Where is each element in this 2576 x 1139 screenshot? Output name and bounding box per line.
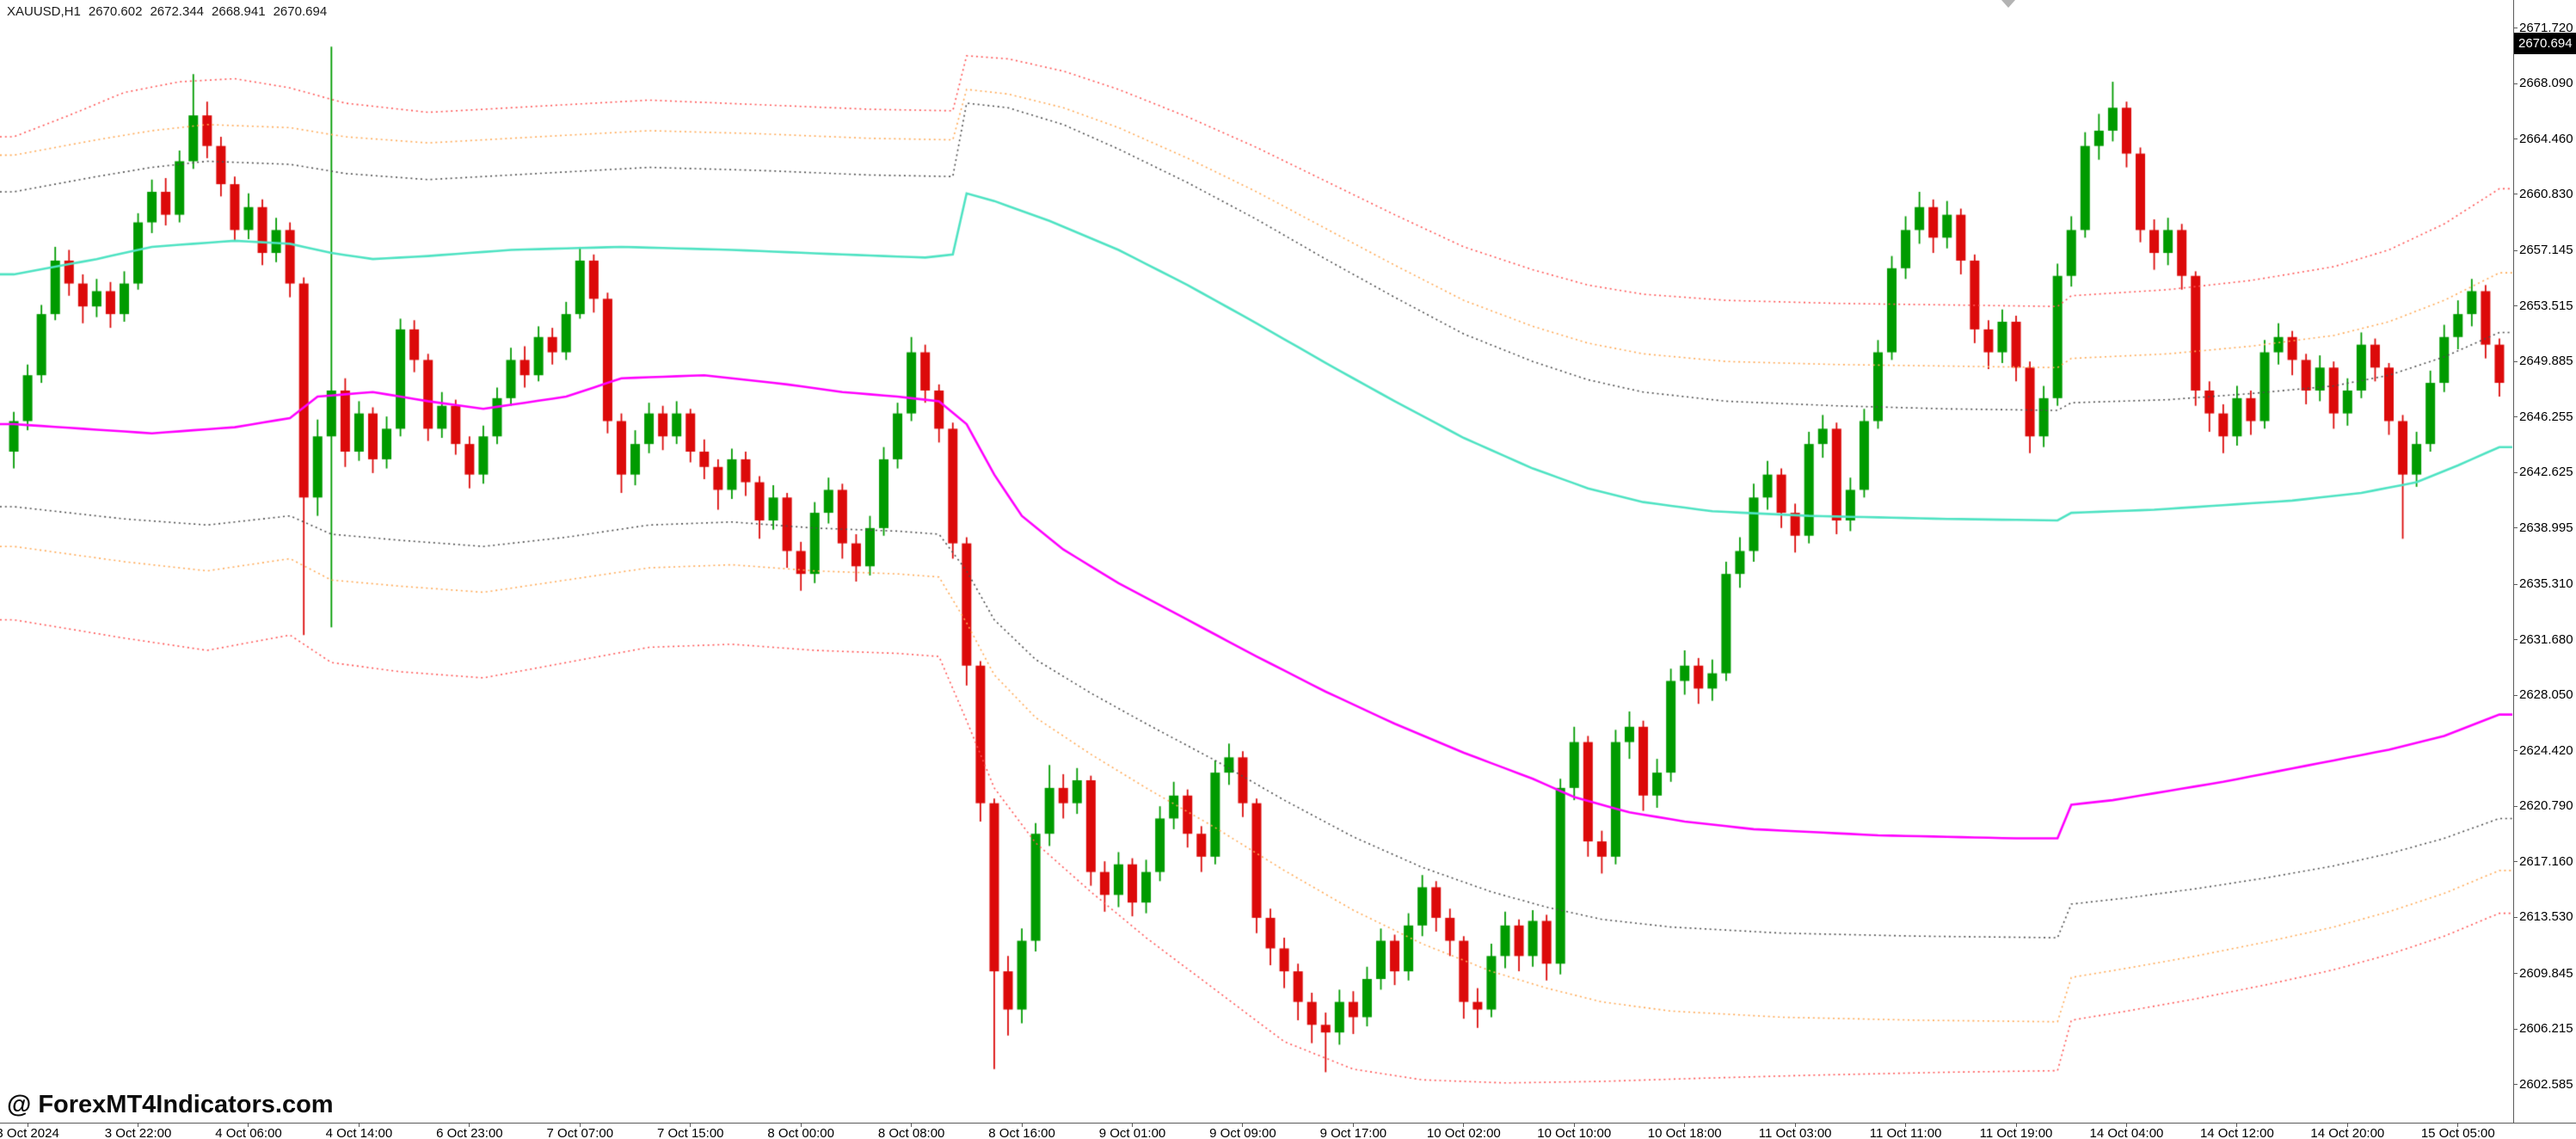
price-axis-label: 2635.310: [2519, 576, 2573, 592]
time-axis-label: 10 Oct 10:00: [1537, 1126, 1612, 1139]
price-axis-label: 2602.585: [2519, 1076, 2573, 1092]
time-axis-label: 10 Oct 18:00: [1647, 1126, 1722, 1139]
time-axis-label: 11 Oct 03:00: [1758, 1126, 1832, 1139]
ohlc-high-value: 2672.344: [150, 4, 205, 19]
time-axis-tick: [1684, 1124, 1685, 1127]
time-axis-label: 6 Oct 23:00: [436, 1126, 503, 1139]
time-axis-label: 14 Oct 04:00: [2089, 1126, 2164, 1139]
price-axis-tick: [2514, 1029, 2518, 1030]
time-axis-label: 9 Oct 17:00: [1319, 1126, 1387, 1139]
time-axis-label: 11 Oct 19:00: [1979, 1126, 2053, 1139]
time-axis-tick: [1242, 1124, 1243, 1127]
price-axis-tick: [2514, 527, 2518, 528]
price-axis-tick: [2514, 361, 2518, 362]
time-axis[interactable]: 3 Oct 2024 3 Oct 22:00 4 Oct 06:00 4 Oct 14…: [0, 1124, 2576, 1139]
time-axis-label: 7 Oct 07:00: [546, 1126, 614, 1139]
symbol-period-label: XAUUSD,H1: [7, 4, 81, 19]
time-axis-label: 11 Oct 11:00: [1869, 1126, 1942, 1139]
time-axis-tick: [1132, 1124, 1133, 1127]
chart-shift-triangle-icon: [2001, 0, 2015, 8]
price-axis-label: 2664.460: [2519, 131, 2573, 146]
price-axis-label: 2642.625: [2519, 465, 2573, 480]
time-axis-label: 8 Oct 16:00: [988, 1126, 1055, 1139]
time-axis-tick: [2016, 1124, 2017, 1127]
price-axis-tick: [2514, 584, 2518, 585]
ohlc-close-value: 2670.694: [273, 4, 328, 19]
time-axis-tick: [2347, 1124, 2348, 1127]
price-axis-label: 2613.530: [2519, 909, 2573, 925]
price-axis-tick: [2514, 750, 2518, 751]
price-axis-tick: [2514, 917, 2518, 918]
watermark: @ ForexMT4Indicators.com: [7, 1091, 334, 1118]
price-axis-tick: [2514, 973, 2518, 974]
price-axis-separator: [2513, 0, 2514, 1124]
candlestick-chart-canvas[interactable]: [0, 0, 2513, 1123]
price-axis-label: 2653.515: [2519, 298, 2573, 313]
time-axis-tick: [1905, 1124, 1906, 1127]
time-axis-tick: [2236, 1124, 2237, 1127]
price-axis-label: 2668.090: [2519, 76, 2573, 90]
time-axis-tick: [580, 1124, 581, 1127]
price-axis-label: 2624.420: [2519, 742, 2573, 758]
time-axis-label: 3 Oct 2024: [0, 1126, 59, 1139]
price-axis-label: 2657.145: [2519, 243, 2573, 258]
ohlc-open-value: 2670.602: [88, 4, 143, 19]
price-axis-tick: [2514, 806, 2518, 807]
time-axis-tick: [1463, 1124, 1464, 1127]
time-axis-label: 10 Oct 02:00: [1426, 1126, 1501, 1139]
price-axis-label: 2617.160: [2519, 853, 2573, 869]
price-axis-tick: [2514, 861, 2518, 862]
time-axis-label: 7 Oct 15:00: [656, 1126, 724, 1139]
time-axis-label: 9 Oct 01:00: [1098, 1126, 1166, 1139]
price-axis[interactable]: 2671.720 2668.090 2664.460 2660.830 2657.145…: [2514, 0, 2576, 1123]
time-axis-label: 14 Oct 12:00: [2199, 1126, 2274, 1139]
price-axis-tick: [2514, 83, 2518, 84]
time-axis-label: 15 Oct 05:00: [2420, 1126, 2495, 1139]
time-axis-label: 8 Oct 08:00: [877, 1126, 945, 1139]
time-axis-tick: [1353, 1124, 1354, 1127]
time-axis-label: 3 Oct 22:00: [104, 1126, 172, 1139]
time-axis-tick: [801, 1124, 802, 1127]
current-price-tag: 2670.694: [2514, 33, 2576, 54]
price-axis-label: 2631.680: [2519, 631, 2573, 647]
time-axis-tick: [911, 1124, 912, 1127]
time-axis-tick: [248, 1124, 249, 1127]
time-axis-label: 9 Oct 09:00: [1209, 1126, 1276, 1139]
time-axis-separator: [0, 1123, 2576, 1124]
chart-title-ohlc: XAUUSD,H1 2670.602 2672.344 2668.941 2670.69…: [7, 4, 335, 19]
price-axis-label: 2649.885: [2519, 354, 2573, 369]
time-axis-tick: [469, 1124, 470, 1127]
price-axis-label: 2609.845: [2519, 965, 2573, 981]
price-axis-tick: [2514, 305, 2518, 306]
price-axis-tick: [2514, 695, 2518, 696]
price-axis-label: 2620.790: [2519, 798, 2573, 814]
time-axis-tick: [359, 1124, 360, 1127]
time-axis-tick: [2126, 1124, 2127, 1127]
time-axis-tick: [2457, 1124, 2458, 1127]
price-axis-tick: [2514, 1084, 2518, 1085]
time-axis-tick: [1795, 1124, 1796, 1127]
time-axis-tick: [690, 1124, 691, 1127]
price-axis-tick: [2514, 250, 2518, 251]
time-axis-label: 8 Oct 00:00: [767, 1126, 834, 1139]
price-axis-label: 2638.995: [2519, 520, 2573, 535]
ohlc-low-value: 2668.941: [212, 4, 266, 19]
time-axis-tick: [1574, 1124, 1575, 1127]
price-axis-label: 2628.050: [2519, 687, 2573, 703]
time-axis-label: 14 Oct 20:00: [2310, 1126, 2385, 1139]
price-axis-label: 2646.255: [2519, 409, 2573, 424]
price-axis-label: 2671.720: [2519, 20, 2573, 35]
time-axis-label: 4 Oct 06:00: [215, 1126, 282, 1139]
price-axis-tick: [2514, 639, 2518, 640]
price-axis-tick: [2514, 472, 2518, 473]
time-axis-label: 4 Oct 14:00: [325, 1126, 393, 1139]
time-axis-tick: [1022, 1124, 1023, 1127]
price-axis-label: 2606.215: [2519, 1021, 2573, 1037]
price-axis-label: 2660.830: [2519, 186, 2573, 201]
price-axis-tick: [2514, 416, 2518, 417]
